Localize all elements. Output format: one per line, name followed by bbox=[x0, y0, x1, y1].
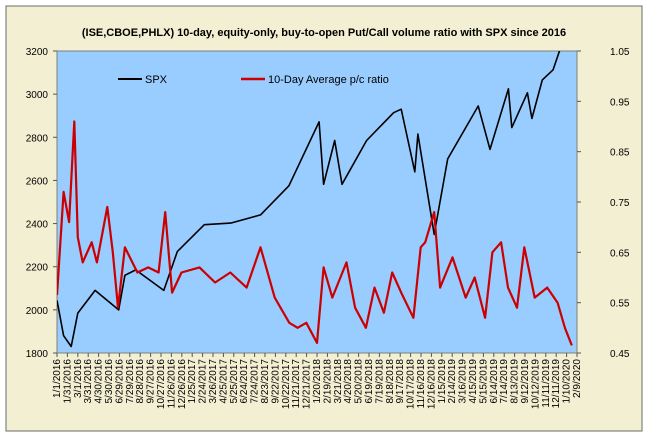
x-tick-label: 7/29/2016 bbox=[125, 359, 136, 404]
x-tick-label: 12/21/2017 bbox=[302, 359, 313, 409]
left-tick-label: 2400 bbox=[26, 220, 49, 231]
x-tick-label: 3/26/2017 bbox=[208, 359, 219, 404]
x-tick-label: 10/17/2018 bbox=[406, 359, 417, 409]
x-tick-label: 8/18/2018 bbox=[385, 359, 396, 404]
x-tick-label: 2/9/2020 bbox=[572, 359, 583, 398]
x-tick-label: 2/19/2018 bbox=[322, 359, 333, 404]
x-tick-label: 4/20/2018 bbox=[343, 359, 354, 404]
x-axis: 1/1/2016 1/31/2016 3/1/2016 3/31/2016 4/30/2… bbox=[52, 353, 583, 409]
x-tick-label: 4/30/2016 bbox=[94, 359, 105, 404]
right-axis: 0.45 0.55 0.65 0.75 0.85 0.95 1.05 bbox=[577, 47, 630, 360]
x-tick-label: 5/20/2018 bbox=[354, 359, 365, 404]
right-tick-label: 1.05 bbox=[610, 47, 630, 58]
x-tick-label: 1/31/2016 bbox=[62, 359, 73, 404]
left-tick-label: 2600 bbox=[26, 176, 49, 187]
x-tick-label: 12/16/2018 bbox=[426, 359, 437, 409]
x-tick-label: 8/13/2019 bbox=[510, 359, 521, 404]
x-tick-label: 1/15/2019 bbox=[437, 359, 448, 404]
right-tick-label: 0.75 bbox=[610, 198, 630, 209]
x-tick-label: 3/21/2018 bbox=[333, 359, 344, 404]
x-tick-label: 11/26/2016 bbox=[166, 359, 177, 409]
x-tick-label: 7/24/2017 bbox=[250, 359, 261, 404]
x-tick-label: 8/28/2016 bbox=[135, 359, 146, 404]
x-tick-label: 10/12/2019 bbox=[530, 359, 541, 409]
x-tick-label: 7/14/2019 bbox=[499, 359, 510, 404]
x-tick-label: 4/15/2019 bbox=[468, 359, 479, 404]
x-tick-label: 7/19/2018 bbox=[374, 359, 385, 404]
x-tick-label: 5/15/2019 bbox=[478, 359, 489, 404]
left-tick-label: 2000 bbox=[26, 306, 49, 317]
x-tick-label: 3/16/2019 bbox=[458, 359, 469, 404]
x-tick-label: 2/24/2017 bbox=[198, 359, 209, 404]
x-tick-label: 5/30/2016 bbox=[104, 359, 115, 404]
x-tick-label: 12/11/2019 bbox=[551, 359, 562, 409]
x-tick-label: 1/20/2018 bbox=[312, 359, 323, 404]
x-tick-label: 9/22/2017 bbox=[270, 359, 281, 404]
x-tick-label: 10/27/2016 bbox=[156, 359, 167, 409]
right-tick-label: 0.85 bbox=[610, 148, 630, 159]
right-tick-label: 0.65 bbox=[610, 248, 630, 259]
left-tick-label: 3000 bbox=[26, 90, 49, 101]
x-tick-label: 1/1/2016 bbox=[52, 359, 63, 398]
legend: SPX 10-Day Average p/c ratio bbox=[118, 74, 389, 86]
left-tick-label: 2200 bbox=[26, 263, 49, 274]
x-tick-label: 2/14/2019 bbox=[447, 359, 458, 404]
x-tick-label: 6/19/2018 bbox=[364, 359, 375, 404]
x-tick-label: 1/25/2017 bbox=[187, 359, 198, 404]
right-tick-label: 0.45 bbox=[610, 349, 630, 360]
x-tick-label: 3/1/2016 bbox=[73, 359, 84, 398]
x-tick-label: 10/22/2017 bbox=[281, 359, 292, 409]
x-tick-label: 6/29/2016 bbox=[114, 359, 125, 404]
legend-label-spx: SPX bbox=[145, 74, 168, 86]
right-tick-label: 0.55 bbox=[610, 299, 630, 310]
left-tick-label: 1800 bbox=[26, 349, 49, 360]
legend-label-pc: 10-Day Average p/c ratio bbox=[268, 74, 389, 86]
left-tick-label: 3200 bbox=[26, 47, 49, 58]
x-tick-label: 6/14/2019 bbox=[489, 359, 500, 404]
x-tick-label: 4/25/2017 bbox=[218, 359, 229, 404]
series-line-spx bbox=[57, 51, 561, 348]
x-tick-label: 11/21/2017 bbox=[291, 359, 302, 409]
x-tick-label: 9/12/2019 bbox=[520, 359, 531, 404]
x-tick-label: 11/11/2019 bbox=[541, 359, 552, 408]
series-line-pc-ratio bbox=[57, 120, 573, 346]
x-tick-label: 9/17/2018 bbox=[395, 359, 406, 404]
series-layer bbox=[57, 51, 573, 348]
x-tick-label: 1/10/2020 bbox=[562, 359, 573, 404]
x-tick-label: 8/23/2017 bbox=[260, 359, 271, 404]
left-tick-label: 2800 bbox=[26, 133, 49, 144]
plot-area bbox=[56, 50, 578, 354]
x-tick-label: 11/16/2018 bbox=[416, 359, 427, 409]
x-tick-label: 6/24/2017 bbox=[239, 359, 250, 404]
x-tick-label: 12/26/2016 bbox=[177, 359, 188, 409]
x-tick-label: 3/31/2016 bbox=[83, 359, 94, 404]
left-axis: 1800 2000 2200 2400 2600 2800 3000 3200 bbox=[26, 47, 57, 360]
chart-title: (ISE,CBOE,PHLX) 10-day, equity-only, buy… bbox=[82, 27, 566, 39]
x-tick-label: 5/25/2017 bbox=[229, 359, 240, 404]
right-tick-label: 0.95 bbox=[610, 97, 630, 108]
x-tick-label: 9/27/2016 bbox=[146, 359, 157, 404]
